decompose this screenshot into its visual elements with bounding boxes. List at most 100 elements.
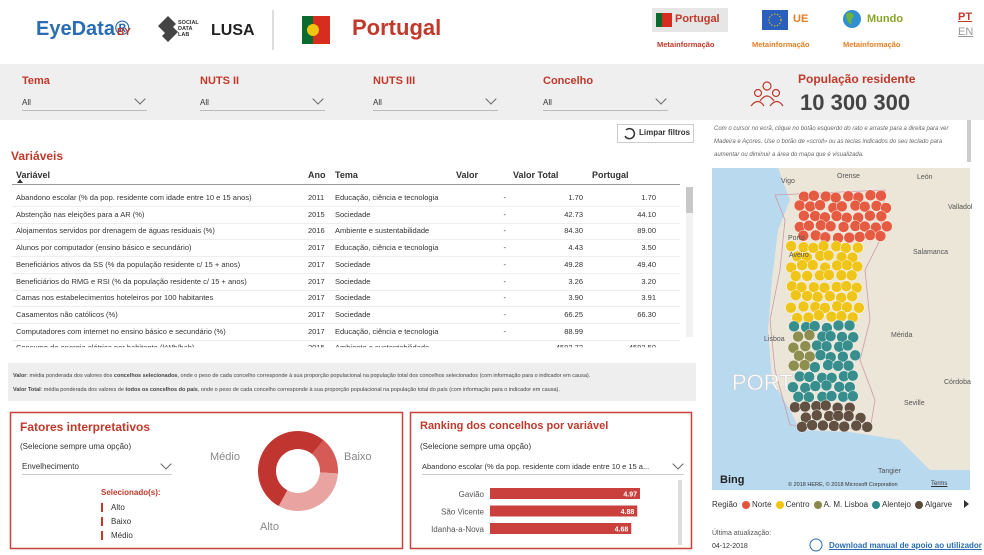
lang[interactable]: PT <box>958 11 973 23</box>
table-cell: 2015 <box>308 209 325 219</box>
map-dot <box>853 301 865 314</box>
map-dot <box>835 269 848 282</box>
partner-icon <box>158 16 178 42</box>
globe <box>843 10 861 28</box>
column-header[interactable]: Portugal <box>592 170 629 180</box>
map-dot <box>828 420 840 432</box>
map-dot <box>803 219 815 232</box>
table-cell: 49.40 <box>637 259 656 269</box>
table-cell: 2017 <box>308 326 325 336</box>
refresh-icon <box>624 127 636 140</box>
map-dot <box>789 289 802 301</box>
pie-slice <box>278 472 338 511</box>
legend-entry: Algarve <box>924 500 953 509</box>
table-cell: 2017 <box>308 259 325 269</box>
map-dot <box>875 210 888 222</box>
manual-link[interactable]: Download manual de apoio ao utilizador <box>829 541 982 550</box>
flag-emblem <box>307 24 319 36</box>
nav-link[interactable]: Portugal <box>675 13 720 25</box>
map-dot <box>853 231 866 243</box>
map-dot <box>881 220 893 233</box>
nav-link[interactable]: UE <box>793 13 809 25</box>
lang[interactable]: EN <box>958 26 974 38</box>
nav-meta[interactable]: Metainformação <box>657 40 715 49</box>
selected-item: Alto <box>101 503 125 512</box>
place-label: Salamanca <box>913 249 948 256</box>
map-dot <box>832 319 845 332</box>
bar-label: São Vicente <box>441 508 485 517</box>
map-dot <box>785 240 797 252</box>
eu-stars <box>768 13 782 27</box>
filter-dropdown[interactable]: All <box>200 98 325 111</box>
table-cell: Abandono escolar (% da pop. residente co… <box>16 193 252 202</box>
table-cell: Ambiente e sustentabilidade <box>335 226 430 236</box>
note-text: : média ponderada dos valores de <box>40 387 126 393</box>
filter-dropdown[interactable]: All <box>22 98 147 111</box>
filter-dropdown[interactable]: All <box>543 98 668 111</box>
column-header[interactable]: Variável <box>16 170 51 180</box>
table-cell: - <box>503 259 507 269</box>
column-header[interactable]: Tema <box>335 170 358 180</box>
map-dot <box>789 270 802 282</box>
table-cell: 44.10 <box>637 209 656 219</box>
column-header[interactable]: Valor <box>456 170 479 180</box>
nav-meta[interactable]: Metainformação <box>752 40 810 49</box>
table-cell: 1.70 <box>568 193 583 202</box>
panel-title: Fatores interpretativos <box>20 420 151 434</box>
table-cell: Beneficiários ativos da SS (% da populaç… <box>16 259 241 269</box>
clear-filters[interactable]: Limpar filtros <box>639 128 691 137</box>
map-dot <box>836 200 848 213</box>
column-header[interactable]: Ano <box>308 170 326 180</box>
map-dot <box>787 381 799 393</box>
table-cell: 3.91 <box>641 293 656 303</box>
table-cell: 3.20 <box>641 276 656 286</box>
scrollbar-thumb <box>686 187 693 213</box>
map-dot <box>801 270 813 282</box>
place-label: Porto <box>788 235 805 242</box>
map-dot <box>788 320 800 333</box>
map-dot <box>811 291 824 303</box>
nav-meta[interactable]: Metainformação <box>843 40 901 49</box>
map-dot <box>808 320 821 332</box>
map-dot <box>806 259 819 271</box>
info-icon <box>809 538 823 552</box>
map-dot <box>803 371 815 383</box>
map-terms[interactable]: Terms <box>931 481 948 487</box>
table-cell: Educação, ciência e tecnologia <box>335 326 439 336</box>
filter-dropdown[interactable]: All <box>373 98 498 111</box>
flag <box>656 13 662 27</box>
eu-flag <box>762 10 788 30</box>
watermark: PORT <box>732 370 793 395</box>
map-dot <box>801 290 813 302</box>
nav-link[interactable]: Mundo <box>867 13 904 25</box>
table-cell: 4592.50 <box>576 343 656 347</box>
place-label: Seville <box>904 400 925 407</box>
map-hint: Com o cursor no ecrã, clique no botão es… <box>714 126 949 158</box>
table-cell: - <box>503 243 507 253</box>
column-header[interactable]: Valor Total <box>513 170 559 180</box>
updated-label: Última atualização: <box>712 530 772 537</box>
bar-label: Gavião <box>459 490 485 499</box>
legend-next[interactable] <box>964 500 969 508</box>
map-dot <box>817 419 829 432</box>
factor-dropdown[interactable]: Envelhecimento <box>22 462 172 475</box>
map-dot <box>837 350 849 363</box>
map-dot <box>842 339 854 352</box>
ranking-dropdown[interactable]: Abandono escolar (% da pop. residente co… <box>422 462 684 475</box>
map-dot <box>789 401 801 413</box>
row-line <box>12 239 680 241</box>
table-clip <box>10 344 686 356</box>
map-dot <box>798 209 810 222</box>
globe-land <box>846 12 854 25</box>
place-label: Orense <box>837 173 860 180</box>
table-cell: - <box>503 209 507 219</box>
map-dot <box>808 189 820 202</box>
table-cell: Sociedade <box>335 209 371 219</box>
map-dot <box>818 282 831 294</box>
map-dot <box>797 229 810 242</box>
legend-swatch <box>742 501 750 509</box>
map-dot <box>796 421 808 433</box>
map-dot <box>797 300 810 313</box>
table-cell: - <box>426 343 507 347</box>
map-dot <box>820 379 833 392</box>
